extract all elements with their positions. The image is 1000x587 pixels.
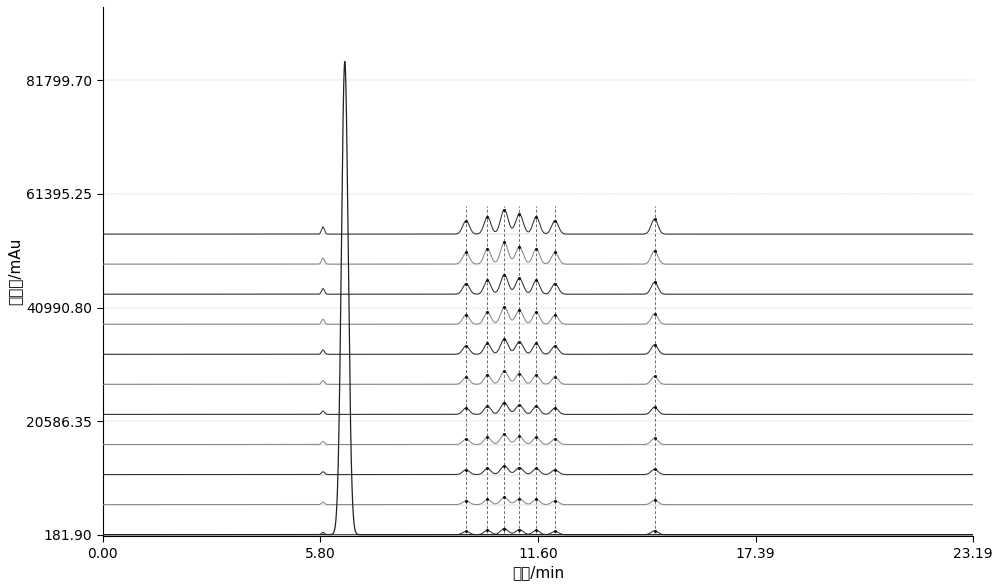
X-axis label: 时间/min: 时间/min <box>512 565 564 580</box>
Y-axis label: 电信号/mAu: 电信号/mAu <box>7 238 22 305</box>
